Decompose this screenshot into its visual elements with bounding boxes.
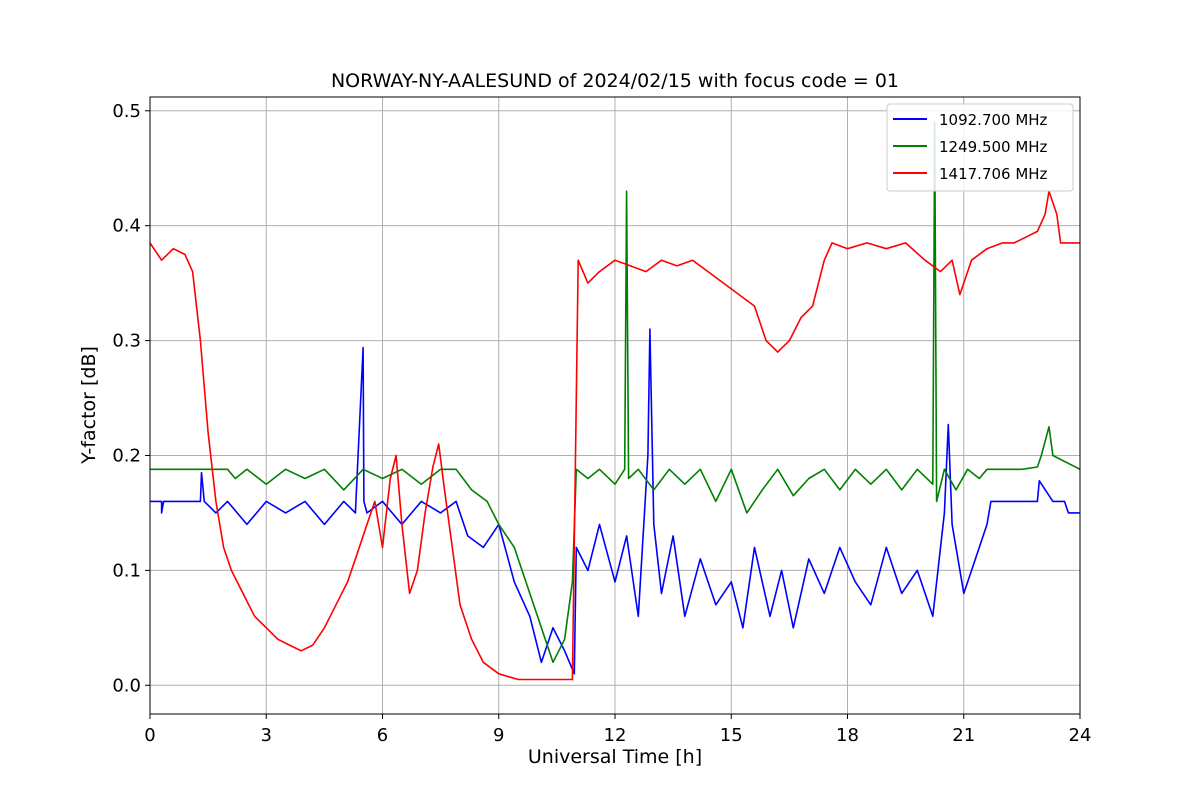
y-axis-label: Y-factor [dB] <box>78 346 100 465</box>
x-tick-label: 9 <box>493 725 504 746</box>
legend: 1092.700 MHz 1249.500 MHz 1417.706 MHz <box>886 103 1074 192</box>
y-tick-label: 0.4 <box>112 216 141 237</box>
y-tick-label: 0.1 <box>112 560 141 581</box>
x-tick-label: 18 <box>836 725 859 746</box>
series-line-3 <box>149 190 1080 681</box>
x-tick-label: 12 <box>604 725 627 746</box>
legend-label: 1249.500 MHz <box>939 138 1048 156</box>
x-tick-label: 15 <box>720 725 743 746</box>
x-tick-label: 6 <box>377 725 388 746</box>
y-tick-label: 0.3 <box>112 331 141 352</box>
series-line-1 <box>150 328 1080 675</box>
x-axis-label: Universal Time [h] <box>528 746 702 768</box>
y-tick-label: 0.5 <box>112 101 141 122</box>
y-tick-label: 0.2 <box>112 445 141 466</box>
y-axis: 0.0 0.1 0.2 0.3 0.4 0.5 <box>112 101 150 696</box>
series-layer <box>149 121 1081 681</box>
chart-title: NORWAY-NY-AALESUND of 2024/02/15 with fo… <box>331 70 899 92</box>
x-tick-label: 21 <box>952 725 975 746</box>
x-axis: 0 3 6 9 12 15 18 21 24 <box>144 714 1091 746</box>
x-tick-label: 24 <box>1069 725 1092 746</box>
series-line-2 <box>150 121 1081 664</box>
legend-label: 1092.700 MHz <box>939 111 1048 129</box>
x-tick-label: 0 <box>144 725 155 746</box>
legend-label: 1417.706 MHz <box>939 165 1048 183</box>
legend-box <box>886 103 1074 192</box>
x-tick-label: 3 <box>261 725 272 746</box>
y-tick-label: 0.0 <box>112 675 141 696</box>
